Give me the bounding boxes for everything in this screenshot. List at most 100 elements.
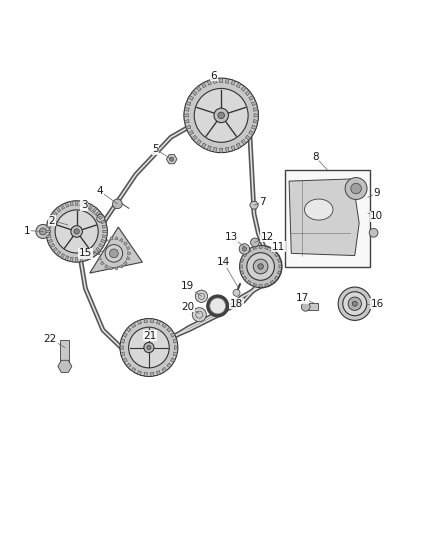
Polygon shape	[101, 261, 104, 265]
Polygon shape	[245, 135, 251, 140]
Text: 12: 12	[261, 232, 274, 242]
Polygon shape	[289, 179, 359, 255]
Circle shape	[39, 228, 46, 235]
Polygon shape	[80, 201, 83, 206]
Circle shape	[129, 327, 169, 368]
Circle shape	[233, 289, 240, 296]
Text: 4: 4	[96, 186, 103, 196]
Text: 1: 1	[24, 225, 31, 236]
Polygon shape	[128, 252, 131, 255]
Polygon shape	[71, 257, 74, 262]
Polygon shape	[219, 78, 223, 83]
Text: 5: 5	[152, 144, 159, 154]
Polygon shape	[225, 78, 229, 83]
Polygon shape	[97, 252, 100, 255]
Polygon shape	[202, 143, 206, 148]
Bar	[60, 340, 69, 366]
Circle shape	[120, 319, 178, 376]
Text: 20: 20	[181, 302, 194, 312]
Polygon shape	[120, 264, 123, 268]
Polygon shape	[49, 215, 55, 220]
Polygon shape	[132, 367, 136, 372]
Circle shape	[105, 245, 123, 262]
Polygon shape	[92, 251, 97, 255]
Circle shape	[352, 301, 357, 306]
Circle shape	[46, 201, 107, 262]
Polygon shape	[150, 319, 154, 322]
Polygon shape	[166, 155, 177, 164]
Text: 21: 21	[143, 330, 156, 341]
Polygon shape	[48, 239, 53, 243]
Polygon shape	[98, 247, 101, 250]
Polygon shape	[173, 352, 177, 356]
Polygon shape	[225, 148, 229, 152]
Polygon shape	[278, 259, 281, 262]
Polygon shape	[251, 102, 257, 106]
Polygon shape	[250, 201, 258, 209]
Polygon shape	[231, 146, 235, 151]
Polygon shape	[253, 108, 258, 111]
Polygon shape	[57, 251, 61, 255]
Circle shape	[97, 214, 105, 222]
Polygon shape	[71, 201, 74, 206]
Polygon shape	[192, 91, 197, 95]
Polygon shape	[253, 284, 257, 287]
Circle shape	[214, 108, 229, 123]
Polygon shape	[98, 256, 101, 260]
Polygon shape	[105, 264, 108, 268]
Text: 19: 19	[181, 281, 194, 291]
Polygon shape	[115, 237, 118, 240]
Polygon shape	[156, 320, 160, 325]
Text: 8: 8	[312, 152, 319, 162]
Polygon shape	[270, 249, 274, 253]
Polygon shape	[197, 140, 201, 144]
Polygon shape	[90, 227, 142, 273]
Circle shape	[113, 199, 122, 209]
Polygon shape	[127, 256, 130, 260]
Polygon shape	[120, 239, 123, 242]
Polygon shape	[102, 235, 107, 238]
Polygon shape	[173, 340, 177, 343]
Circle shape	[338, 287, 371, 320]
Polygon shape	[253, 119, 258, 123]
Polygon shape	[197, 86, 201, 91]
Polygon shape	[99, 215, 104, 220]
Polygon shape	[115, 266, 118, 270]
Polygon shape	[105, 239, 108, 242]
Polygon shape	[75, 201, 78, 205]
Polygon shape	[46, 235, 51, 238]
Polygon shape	[174, 346, 178, 349]
Text: 6: 6	[210, 70, 217, 80]
Polygon shape	[184, 119, 189, 123]
Text: 13: 13	[225, 232, 238, 242]
Polygon shape	[110, 266, 113, 270]
Polygon shape	[259, 285, 262, 287]
Polygon shape	[247, 249, 251, 253]
Polygon shape	[57, 207, 61, 212]
Polygon shape	[75, 257, 78, 262]
Polygon shape	[188, 96, 194, 101]
Circle shape	[301, 302, 310, 311]
Circle shape	[351, 183, 361, 194]
Circle shape	[194, 88, 248, 142]
Polygon shape	[240, 259, 244, 262]
Circle shape	[251, 238, 259, 247]
Polygon shape	[243, 253, 247, 257]
Circle shape	[242, 247, 247, 251]
Circle shape	[74, 229, 79, 234]
Polygon shape	[123, 358, 127, 362]
Polygon shape	[167, 363, 171, 367]
Text: 2: 2	[48, 215, 55, 225]
Polygon shape	[202, 83, 206, 88]
Polygon shape	[162, 323, 166, 328]
Polygon shape	[46, 230, 50, 233]
Polygon shape	[188, 130, 194, 135]
Polygon shape	[102, 225, 107, 228]
Polygon shape	[156, 370, 160, 375]
Polygon shape	[265, 284, 268, 287]
Polygon shape	[236, 83, 240, 88]
Polygon shape	[265, 246, 268, 249]
Text: 11: 11	[272, 242, 285, 252]
Polygon shape	[219, 148, 223, 152]
Polygon shape	[53, 247, 57, 252]
